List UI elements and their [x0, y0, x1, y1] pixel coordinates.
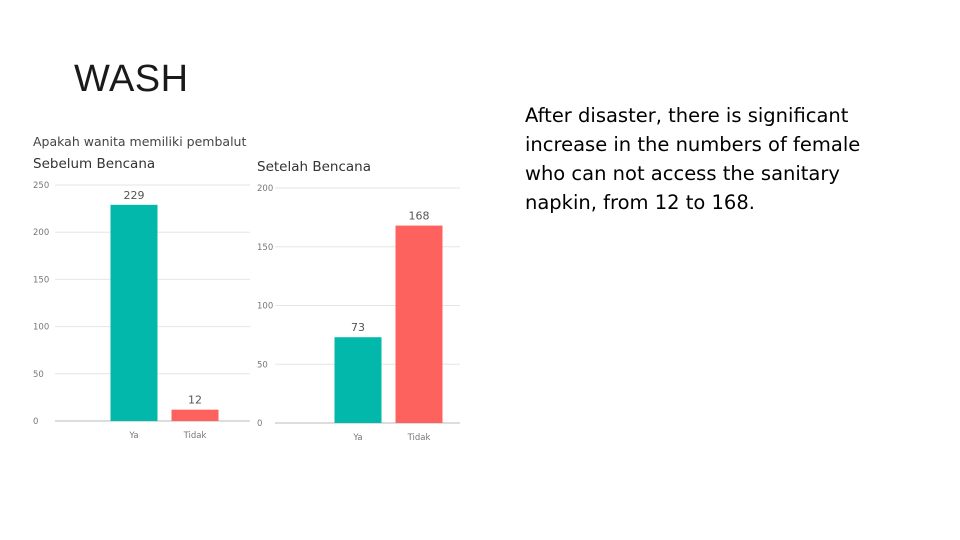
chart-title-after: Setelah Bencana [257, 159, 371, 175]
before-ytick-label: 200 [33, 228, 49, 238]
before-category-label: Ya [128, 431, 138, 441]
after-ytick-label: 200 [257, 184, 273, 194]
chart-title-before: Sebelum Bencana [33, 156, 156, 172]
after-bar-tidak [395, 225, 443, 423]
before-data-label: 12 [188, 394, 202, 407]
before-data-label: 229 [124, 189, 145, 202]
after-ytick-label: 50 [257, 360, 268, 370]
before-ytick-label: 100 [33, 323, 49, 333]
before-ytick-label: 250 [33, 181, 49, 191]
slide-body-text: After disaster, there is significant inc… [525, 104, 861, 214]
before-ytick-label: 50 [33, 370, 44, 380]
slide-title: WASH [74, 58, 189, 100]
after-ytick-label: 0 [257, 419, 262, 429]
before-ytick-label: 150 [33, 275, 49, 285]
after-category-label: Ya [352, 433, 362, 443]
before-ytick-label: 0 [33, 417, 38, 427]
before-bar-tidak [171, 409, 219, 421]
after-bar-ya [334, 337, 382, 423]
after-ytick-label: 150 [257, 243, 273, 253]
after-data-label: 73 [351, 321, 365, 334]
chart-question: Apakah wanita memiliki pembalut [33, 134, 247, 149]
after-ytick-label: 100 [257, 302, 273, 312]
before-bar-ya [110, 204, 158, 421]
before-category-label: Tidak [183, 431, 207, 441]
after-data-label: 168 [409, 210, 430, 223]
after-category-label: Tidak [407, 433, 431, 443]
